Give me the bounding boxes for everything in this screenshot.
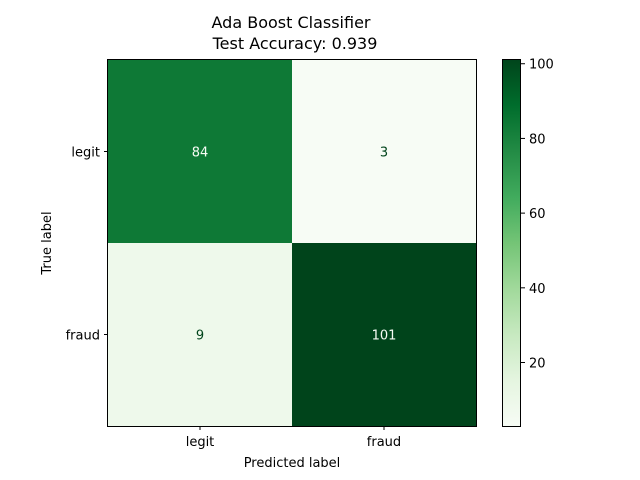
- cell-value-fraud-legit: 9: [196, 329, 204, 344]
- cell-value-labels: 84 3 9 101: [192, 146, 397, 344]
- cell-value-fraud-fraud: 101: [372, 329, 397, 344]
- chart-subtitle: Test Accuracy: 0.939: [212, 34, 378, 53]
- y-tick-label: fraud: [66, 329, 100, 344]
- x-axis-label: Predicted label: [244, 456, 341, 471]
- colorbar-tick-label: 100: [529, 58, 554, 73]
- plot-frame: [107, 59, 477, 427]
- heatmap-cells: [108, 60, 476, 426]
- y-axis-label: True label: [40, 211, 55, 275]
- x-axis-ticks: legit fraud: [186, 426, 401, 450]
- x-tick-label: legit: [186, 435, 215, 450]
- chart-title: Ada Boost Classifier: [212, 13, 371, 32]
- heatmap-cell-fraud-fraud: [292, 243, 476, 426]
- cell-value-legit-fraud: 3: [380, 146, 388, 161]
- y-axis-ticks: legit fraud: [66, 146, 108, 344]
- y-tick-label: legit: [71, 146, 100, 161]
- heatmap-cell-fraud-legit: [108, 243, 292, 426]
- x-tick-label: fraud: [367, 435, 401, 450]
- colorbar-ticks: 20 40 60 80 100: [521, 58, 554, 372]
- heatmap-cell-legit-fraud: [292, 60, 476, 243]
- colorbar-tick-label: 80: [529, 132, 546, 147]
- colorbar-tick-label: 20: [529, 357, 546, 372]
- colorbar: [502, 59, 521, 427]
- heatmap-cell-legit-legit: [108, 60, 292, 243]
- colorbar-tick-label: 40: [529, 282, 546, 297]
- colorbar-tick-label: 60: [529, 207, 546, 222]
- cell-value-legit-legit: 84: [192, 146, 209, 161]
